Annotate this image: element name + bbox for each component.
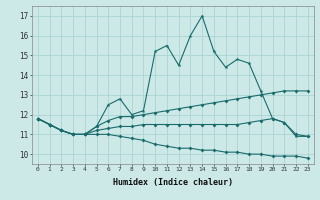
X-axis label: Humidex (Indice chaleur): Humidex (Indice chaleur) [113, 178, 233, 187]
